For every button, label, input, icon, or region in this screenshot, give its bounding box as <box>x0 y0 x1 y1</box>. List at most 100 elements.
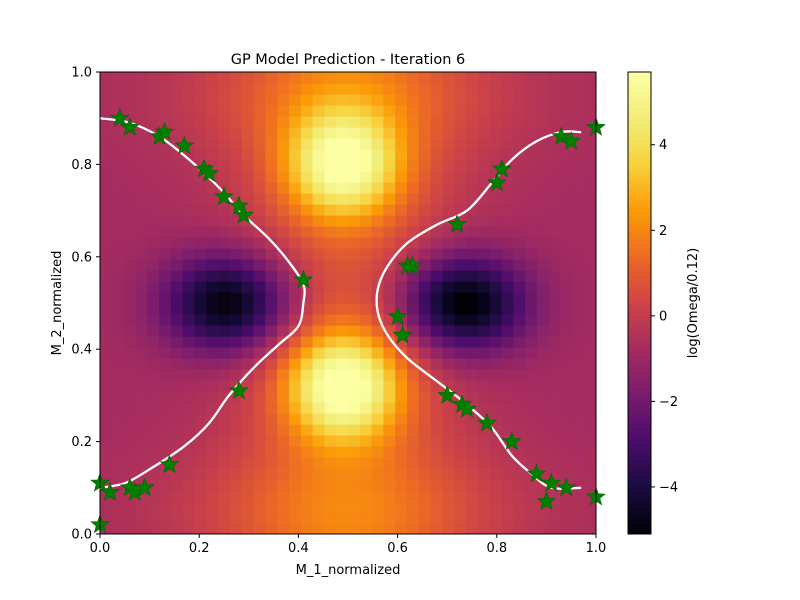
heatmap-cell <box>135 215 148 227</box>
heatmap-cell <box>477 523 491 534</box>
heatmap-cell <box>100 281 113 293</box>
heatmap-cell <box>430 270 444 282</box>
heatmap-cell <box>277 413 290 425</box>
heatmap-cell <box>300 424 314 436</box>
heatmap-cell <box>159 215 172 227</box>
heatmap-cell <box>265 138 278 150</box>
heatmap-cell <box>147 248 160 260</box>
heatmap-cell <box>359 413 373 425</box>
heatmap-cell <box>359 501 373 513</box>
heatmap-cell <box>548 314 562 326</box>
heatmap-cell <box>407 490 420 502</box>
heatmap-cell <box>477 204 491 216</box>
heatmap-cell <box>288 369 302 381</box>
heatmap-cell <box>395 303 408 315</box>
heatmap-cell <box>111 204 125 216</box>
heatmap-cell <box>170 314 184 326</box>
heatmap-cell <box>300 138 314 150</box>
heatmap-cell <box>206 314 219 326</box>
heatmap-cell <box>548 72 562 84</box>
heatmap-cell <box>170 468 184 480</box>
heatmap-cell <box>324 369 337 381</box>
heatmap-cell <box>218 281 231 293</box>
heatmap-cell <box>182 347 196 359</box>
heatmap-cell <box>100 248 113 260</box>
sample-point <box>119 117 140 136</box>
heatmap-cell <box>147 226 160 238</box>
y-axis-label: M_2_normalized <box>50 251 65 356</box>
heatmap-cell <box>241 204 255 216</box>
heatmap-cell <box>548 468 562 480</box>
heatmap-cell <box>454 281 467 293</box>
heatmap-cell <box>418 105 432 117</box>
heatmap-cell <box>513 270 526 282</box>
heatmap-cell <box>584 402 596 414</box>
heatmap-cell <box>159 314 172 326</box>
heatmap-cell <box>348 512 361 524</box>
heatmap-cell <box>206 116 219 128</box>
heatmap-cell <box>572 402 585 414</box>
heatmap-cell <box>194 72 207 84</box>
heatmap-cell <box>371 127 385 139</box>
heatmap-cell <box>336 171 349 183</box>
heatmap-cell <box>300 402 314 414</box>
heatmap-cell <box>454 303 467 315</box>
heatmap-cell <box>348 116 361 128</box>
heatmap-cell <box>229 138 243 150</box>
heatmap-cell <box>100 149 113 161</box>
heatmap-cell <box>395 116 408 128</box>
heatmap-cell <box>277 314 290 326</box>
heatmap-cell <box>312 468 325 480</box>
heatmap-cell <box>218 369 231 381</box>
heatmap-cell <box>383 380 396 392</box>
heatmap-cell <box>418 468 432 480</box>
heatmap-cell <box>300 512 314 524</box>
heatmap-cell <box>194 215 207 227</box>
heatmap-cell <box>159 160 172 172</box>
heatmap-cell <box>241 160 255 172</box>
heatmap-cell <box>123 380 137 392</box>
heatmap-cell <box>536 336 550 348</box>
heatmap-cell <box>442 292 455 304</box>
heatmap-cell <box>584 182 596 194</box>
heatmap-cell <box>560 512 573 524</box>
heatmap-cell <box>395 490 408 502</box>
heatmap-cell <box>560 501 573 513</box>
heatmap-cell <box>100 204 113 216</box>
heatmap-cell <box>111 523 125 534</box>
heatmap-cell <box>536 424 550 436</box>
heatmap-cell <box>277 193 290 205</box>
heatmap-cell <box>206 94 219 106</box>
heatmap-cell <box>170 435 184 447</box>
heatmap-cell <box>194 479 207 491</box>
heatmap-cell <box>560 171 573 183</box>
heatmap-cell <box>229 149 243 161</box>
heatmap-cell <box>371 468 385 480</box>
heatmap-cell <box>241 424 255 436</box>
heatmap-cell <box>407 281 420 293</box>
heatmap-cell <box>407 468 420 480</box>
heatmap-cell <box>312 182 325 194</box>
heatmap-cell <box>100 336 113 348</box>
heatmap-cell <box>206 391 219 403</box>
heatmap-cell <box>229 457 243 469</box>
heatmap-cell <box>548 424 562 436</box>
heatmap-cell <box>324 358 337 370</box>
heatmap-cell <box>123 468 137 480</box>
heatmap-cell <box>525 457 538 469</box>
heatmap-cell <box>525 523 538 534</box>
heatmap-cell <box>253 336 266 348</box>
heatmap-cell <box>265 468 278 480</box>
heatmap-cell <box>371 83 385 95</box>
heatmap-cell <box>194 94 207 106</box>
heatmap-cell <box>359 380 373 392</box>
heatmap-cell <box>383 479 396 491</box>
heatmap-cell <box>371 391 385 403</box>
heatmap-cell <box>407 457 420 469</box>
y-tick-label: 0.2 <box>71 435 92 450</box>
heatmap-cell <box>489 402 503 414</box>
heatmap-cell <box>430 336 444 348</box>
heatmap-cell <box>513 259 526 271</box>
heatmap-cell <box>477 248 491 260</box>
heatmap-cell <box>206 138 219 150</box>
